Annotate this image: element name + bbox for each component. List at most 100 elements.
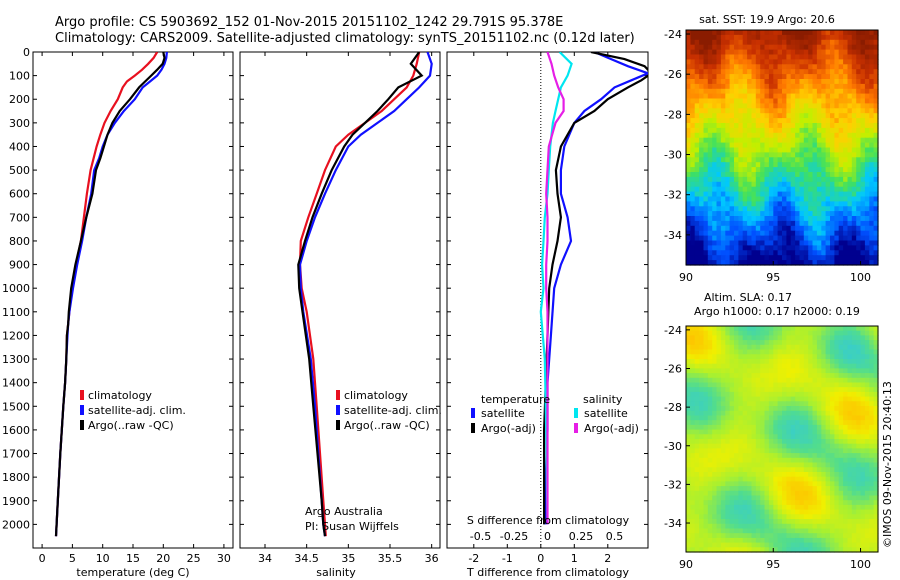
heatmap-cell bbox=[764, 429, 770, 435]
heatmap-cell bbox=[843, 415, 849, 421]
heatmap-cell bbox=[860, 472, 866, 478]
heatmap-cell bbox=[760, 542, 766, 548]
heatmap-cell bbox=[720, 434, 726, 440]
heatmap-cell bbox=[720, 49, 726, 56]
heatmap-cell bbox=[812, 245, 818, 251]
heatmap-cell bbox=[873, 330, 879, 336]
heatmap-cell bbox=[738, 368, 744, 374]
heatmap-cell bbox=[786, 186, 792, 193]
heatmap-cell bbox=[799, 377, 805, 384]
heatmap-cell bbox=[869, 523, 875, 530]
heatmap-cell bbox=[747, 123, 753, 129]
heatmap-cell bbox=[751, 462, 757, 468]
heatmap-cell bbox=[816, 391, 822, 398]
heatmap-cell bbox=[843, 326, 849, 332]
heatmap-cell bbox=[786, 118, 792, 124]
heatmap-cell bbox=[786, 137, 792, 144]
heatmap-cell bbox=[742, 216, 748, 222]
heatmap-cell bbox=[725, 486, 731, 492]
heatmap-cell bbox=[803, 439, 809, 445]
heatmap-cell bbox=[873, 44, 879, 51]
map-y-tick-label: -34 bbox=[664, 229, 682, 242]
heatmap-cell bbox=[773, 162, 779, 168]
heatmap-cell bbox=[720, 206, 726, 212]
heatmap-cell bbox=[747, 490, 753, 497]
heatmap-cell bbox=[786, 335, 792, 341]
heatmap-cell bbox=[834, 64, 840, 70]
heatmap-cell bbox=[734, 354, 739, 360]
heatmap-cell bbox=[747, 472, 753, 478]
heatmap-cell bbox=[808, 157, 814, 163]
heatmap-cell bbox=[825, 211, 831, 217]
heatmap-cell bbox=[703, 330, 709, 336]
heatmap-cell bbox=[782, 103, 787, 109]
heatmap-cell bbox=[825, 88, 831, 95]
heatmap-cell bbox=[856, 542, 862, 548]
heatmap-cell bbox=[808, 533, 814, 539]
heatmap-cell bbox=[699, 504, 705, 511]
heatmap-cell bbox=[843, 523, 849, 530]
heatmap-cell bbox=[738, 225, 744, 232]
heatmap-cell bbox=[773, 30, 779, 36]
heatmap-cell bbox=[812, 225, 818, 232]
heatmap-cell bbox=[773, 495, 779, 501]
heatmap-cell bbox=[843, 39, 849, 46]
heatmap-cell bbox=[860, 504, 866, 511]
heatmap-cell bbox=[856, 519, 862, 525]
heatmap-cell bbox=[851, 523, 857, 530]
heatmap-cell bbox=[864, 88, 870, 95]
heatmap-cell bbox=[864, 443, 870, 449]
heatmap-cell bbox=[712, 363, 718, 369]
heatmap-cell bbox=[777, 373, 783, 379]
heatmap-cell bbox=[725, 142, 731, 149]
heatmap-cell bbox=[825, 486, 831, 492]
heatmap-cell bbox=[821, 547, 827, 553]
heatmap-cell bbox=[847, 523, 853, 530]
heatmap-cell bbox=[716, 206, 722, 212]
heatmap-cell bbox=[856, 49, 862, 56]
heatmap-cell bbox=[716, 472, 722, 478]
heatmap-cell bbox=[864, 113, 870, 119]
heatmap-cell bbox=[764, 547, 770, 553]
heatmap-cell bbox=[790, 387, 796, 393]
heatmap-cell bbox=[725, 528, 731, 534]
heatmap-cell bbox=[720, 354, 726, 360]
heatmap-cell bbox=[707, 54, 713, 60]
heatmap-cell bbox=[795, 359, 801, 365]
heatmap-cell bbox=[729, 363, 735, 369]
heatmap-cell bbox=[825, 118, 831, 124]
heatmap-cell bbox=[712, 476, 718, 482]
heatmap-cell bbox=[773, 439, 779, 445]
heatmap-cell bbox=[808, 420, 814, 426]
heatmap-cell bbox=[716, 434, 722, 440]
y-tick-label: 1000 bbox=[2, 282, 30, 295]
heatmap-cell bbox=[707, 467, 713, 473]
heatmap-cell bbox=[808, 44, 814, 51]
heatmap-cell bbox=[873, 377, 879, 384]
heatmap-cell bbox=[768, 396, 774, 402]
heatmap-cell bbox=[751, 30, 757, 36]
heatmap-cell bbox=[729, 481, 735, 487]
heatmap-cell bbox=[747, 235, 753, 242]
heatmap-cell bbox=[795, 255, 801, 261]
heatmap-cell bbox=[821, 201, 827, 207]
heatmap-cell bbox=[690, 142, 696, 149]
heatmap-cell bbox=[834, 255, 840, 261]
heatmap-cell bbox=[821, 225, 827, 232]
heatmap-cell bbox=[729, 39, 735, 46]
heatmap-cell bbox=[795, 523, 801, 530]
heatmap-cell bbox=[764, 250, 770, 256]
heatmap-cell bbox=[703, 335, 709, 341]
heatmap-cell bbox=[786, 196, 792, 202]
heatmap-cell bbox=[742, 93, 748, 100]
heatmap-cell bbox=[790, 216, 796, 222]
heatmap-cell bbox=[760, 83, 766, 90]
heatmap-cell bbox=[838, 349, 844, 355]
heatmap-cell bbox=[742, 142, 748, 149]
heatmap-cell bbox=[699, 401, 705, 407]
heatmap-cell bbox=[742, 230, 748, 237]
heatmap-cell bbox=[725, 127, 731, 134]
x-tick-label: 2 bbox=[604, 552, 611, 565]
heatmap-cell bbox=[747, 74, 753, 80]
heatmap-cell bbox=[764, 59, 770, 65]
